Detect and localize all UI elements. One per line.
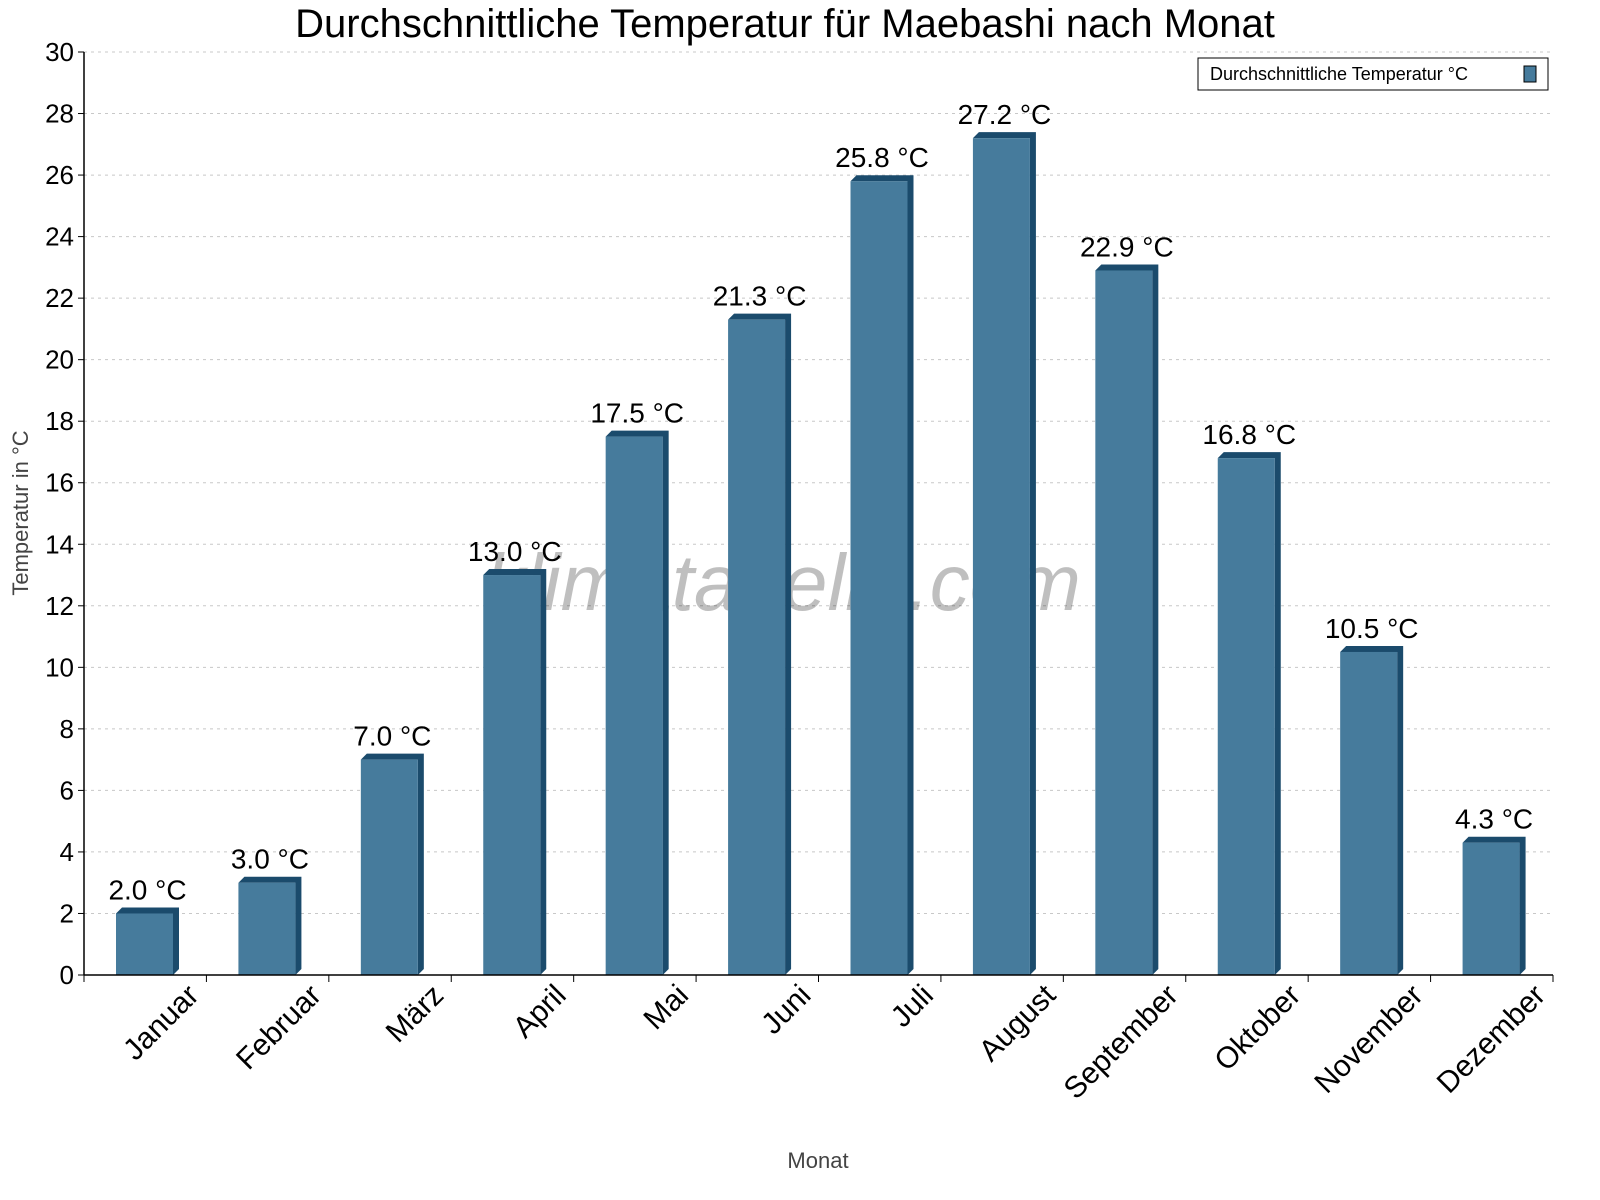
x-tick-label: Juni: [755, 979, 817, 1041]
x-tick-label: Februar: [230, 979, 328, 1077]
data-label: 4.3 °C: [1455, 804, 1533, 835]
bar-januar: [116, 913, 173, 975]
data-label: 21.3 °C: [713, 281, 807, 312]
legend-swatch: [1523, 65, 1537, 83]
bar-april: [483, 575, 541, 975]
bar-november: [1340, 651, 1398, 975]
y-tick-label: 12: [45, 591, 74, 621]
data-label: 16.8 °C: [1202, 419, 1296, 450]
x-tick-label: November: [1308, 979, 1429, 1100]
chart-title: Durchschnittliche Temperatur für Maebash…: [295, 2, 1275, 46]
data-label: 7.0 °C: [353, 721, 431, 752]
bar-februar: [238, 882, 296, 975]
bar-september: [1095, 270, 1153, 975]
data-label: 13.0 °C: [468, 536, 562, 567]
bar-märz: [360, 759, 418, 975]
legend-label: Durchschnittliche Temperatur °C: [1210, 64, 1468, 84]
y-tick-label: 24: [45, 222, 74, 252]
y-tick-label: 10: [45, 652, 74, 682]
x-tick-label: Oktober: [1208, 979, 1307, 1078]
y-tick-label: 28: [45, 99, 74, 129]
bar-mai: [605, 436, 663, 975]
x-tick-label: August: [973, 978, 1063, 1068]
y-tick-label: 26: [45, 160, 74, 190]
y-tick-label: 18: [45, 406, 74, 436]
data-label: 27.2 °C: [958, 99, 1052, 130]
data-label: 10.5 °C: [1325, 613, 1419, 644]
bar-oktober: [1217, 458, 1275, 975]
y-tick-label: 22: [45, 283, 74, 313]
data-label: 2.0 °C: [108, 874, 186, 905]
data-label: 25.8 °C: [835, 142, 929, 173]
data-label: 3.0 °C: [231, 844, 309, 875]
bar-juli: [850, 181, 908, 976]
y-tick-label: 20: [45, 345, 74, 375]
y-tick-label: 4: [60, 837, 74, 867]
x-tick-label: April: [507, 979, 573, 1045]
y-tick-label: 14: [45, 529, 74, 559]
y-tick-label: 2: [60, 898, 74, 928]
x-axis-label: Monat: [787, 1148, 848, 1173]
x-tick-label: Mai: [638, 979, 696, 1037]
x-tick-label: September: [1058, 979, 1185, 1106]
x-tick-label: Juli: [885, 979, 940, 1034]
y-tick-label: 30: [45, 37, 74, 67]
x-tick-label: Januar: [117, 979, 205, 1067]
y-axis-label: Temperatur in °C: [8, 430, 33, 595]
data-label: 22.9 °C: [1080, 231, 1174, 262]
y-tick-label: 8: [60, 714, 74, 744]
bar-august: [972, 138, 1030, 975]
y-tick-label: 0: [60, 960, 74, 990]
data-label: 17.5 °C: [590, 398, 684, 429]
y-tick-label: 16: [45, 468, 74, 498]
bar-juni: [728, 319, 786, 975]
x-tick-label: Dezember: [1431, 979, 1552, 1100]
bar-dezember: [1462, 842, 1520, 975]
legend: Durchschnittliche Temperatur °C: [1197, 57, 1549, 91]
x-tick-label: März: [380, 979, 450, 1049]
y-tick-label: 6: [60, 775, 74, 805]
